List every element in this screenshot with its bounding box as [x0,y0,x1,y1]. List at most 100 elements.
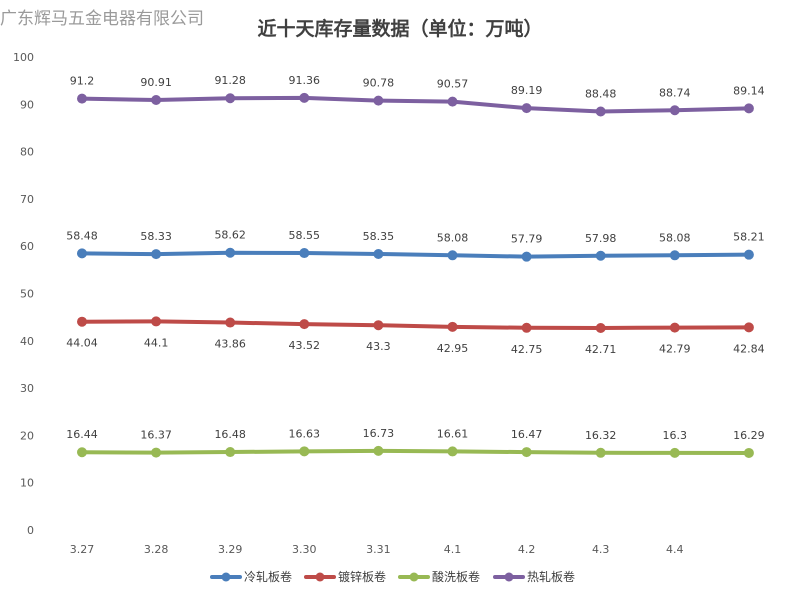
legend-label: 冷轧板卷 [244,569,292,584]
data-label: 16.73 [363,427,395,440]
data-point [225,93,236,104]
data-point [669,447,680,458]
data-point [299,92,310,103]
y-tick-label: 50 [20,288,34,301]
data-point [299,446,310,457]
data-label: 90.91 [140,76,172,89]
data-label: 42.84 [733,342,765,355]
data-point [521,103,532,114]
data-label: 16.37 [140,429,172,442]
data-label: 16.48 [214,428,246,441]
data-label: 91.36 [289,74,321,87]
data-label: 43.52 [289,339,321,352]
data-label: 90.57 [437,78,469,91]
x-tick-label: 4.4 [666,543,684,556]
data-label: 43.86 [214,338,246,351]
data-point [225,447,236,458]
data-point [669,250,680,261]
data-label: 58.55 [289,229,321,242]
chart-title: 近十天库存量数据（单位：万吨） [257,18,543,40]
data-point [373,249,384,260]
data-label: 16.32 [585,429,617,442]
series-line [80,250,751,259]
data-point [77,248,87,259]
series-line [80,95,751,114]
x-tick-label: 3.29 [218,543,243,556]
data-label: 42.79 [659,343,691,356]
data-label: 42.71 [585,343,617,356]
data-point [669,322,680,333]
y-tick-label: 30 [20,382,34,395]
y-tick-label: 80 [20,146,34,159]
data-point [77,316,87,327]
data-label: 44.1 [144,336,169,349]
data-point [373,320,384,331]
legend-label: 酸洗板卷 [432,569,480,584]
data-label: 58.48 [66,229,98,242]
data-label: 16.29 [733,429,765,442]
data-label: 89.19 [511,84,543,97]
data-point [595,447,606,458]
legend-marker [315,572,325,582]
data-point [299,319,310,330]
data-point [151,94,162,105]
data-point [151,249,162,260]
data-point [595,106,606,117]
x-tick-label: 3.28 [144,543,169,556]
data-label: 42.95 [437,342,469,355]
legend-label: 热轧板卷 [527,569,575,584]
data-label: 58.62 [214,229,246,242]
series-line [80,448,751,455]
legend-label: 镀锌板卷 [338,569,386,584]
y-tick-label: 20 [20,429,34,442]
data-point [521,447,532,458]
data-point [743,447,754,458]
data-label: 88.74 [659,86,691,99]
data-label: 91.2 [70,75,95,88]
data-point [743,249,754,260]
legend-marker [504,572,514,582]
y-tick-label: 40 [20,335,34,348]
x-tick-label: 3.27 [70,543,95,556]
data-point [151,316,162,327]
data-label: 16.61 [437,427,469,440]
data-label: 16.47 [511,428,543,441]
y-tick-label: 60 [20,240,34,253]
data-label: 42.75 [511,343,543,356]
x-tick-label: 3.30 [292,543,317,556]
y-tick-label: 10 [20,477,34,490]
data-label: 91.28 [214,74,246,87]
company-watermark: 广东辉马五金电器有限公司 [0,9,204,29]
data-label: 90.78 [363,77,395,90]
data-point [521,322,532,333]
series-line [80,319,751,330]
data-point [373,445,384,456]
data-point [225,247,236,258]
y-tick-label: 100 [13,51,34,64]
data-point [151,447,162,458]
y-tick-label: 0 [27,524,34,537]
y-tick-label: 90 [20,98,34,111]
data-point [77,447,87,458]
data-label: 88.48 [585,87,617,100]
data-point [743,103,754,114]
data-point [447,96,458,107]
data-label: 57.79 [511,233,543,246]
data-point [77,93,87,104]
y-tick-label: 70 [20,193,34,206]
data-point [595,250,606,261]
data-point [299,248,310,259]
data-label: 58.08 [437,231,469,244]
data-point [743,322,754,333]
data-label: 58.33 [140,230,172,243]
data-point [447,250,458,261]
data-point [669,105,680,116]
data-label: 58.08 [659,231,691,244]
data-label: 58.35 [363,230,395,243]
data-label: 58.21 [733,231,765,244]
data-point [447,321,458,332]
x-tick-label: 3.31 [366,543,391,556]
data-point [447,446,458,457]
data-label: 43.3 [366,340,391,353]
